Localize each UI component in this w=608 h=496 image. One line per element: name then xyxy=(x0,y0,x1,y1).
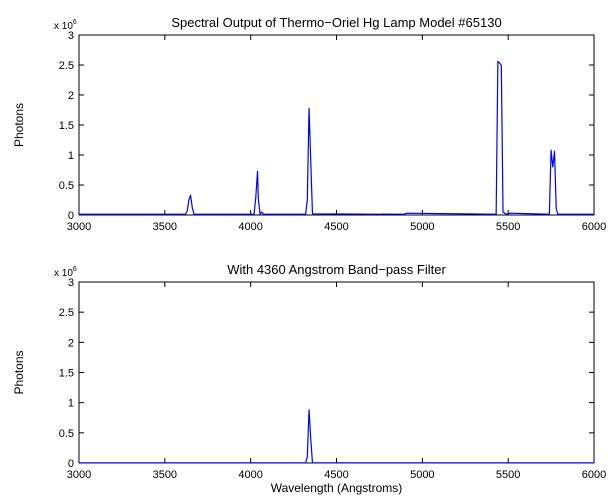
chart-title-1: Spectral Output of Thermo−Oriel Hg Lamp … xyxy=(171,15,501,30)
x-tick-label: 6000 xyxy=(582,221,606,233)
x-axis-label: Wavelength (Angstroms) xyxy=(271,481,403,495)
x-tick-label: 5000 xyxy=(410,469,434,481)
y-tick-label: 2.5 xyxy=(59,307,74,319)
y-tick-label: 1.5 xyxy=(59,120,74,132)
y-tick-label: 0.5 xyxy=(59,428,74,440)
x-tick-label: 3000 xyxy=(67,221,91,233)
x-tick-label: 4500 xyxy=(324,221,348,233)
y-tick-label: 0 xyxy=(68,210,74,222)
y-tick-label: 3 xyxy=(68,277,74,289)
x-tick-label: 4000 xyxy=(238,469,262,481)
x-tick-label: 3500 xyxy=(153,221,177,233)
x-tick-label: 5500 xyxy=(496,469,520,481)
y-tick-label: 1.5 xyxy=(59,368,74,380)
plot-frame-1 xyxy=(78,34,595,216)
y-tick-label: 2.5 xyxy=(59,60,74,72)
x-tick-label: 3000 xyxy=(67,469,91,481)
x-tick-label: 4500 xyxy=(324,469,348,481)
y-tick-label: 1 xyxy=(68,398,74,410)
y-axis-label-1: Photons xyxy=(12,103,26,147)
spectrum-line-2 xyxy=(79,409,594,464)
chart-title-2: With 4360 Angstrom Band−pass Filter xyxy=(227,262,446,277)
y-tick-label: 2 xyxy=(68,90,74,102)
y-tick-label: 2 xyxy=(68,337,74,349)
spectrum-line-1 xyxy=(79,60,594,215)
y-exponent-label: x 106 xyxy=(54,19,77,32)
x-tick-label: 3500 xyxy=(153,469,177,481)
y-tick-label: 3 xyxy=(68,30,74,42)
x-tick-label: 6000 xyxy=(582,469,606,481)
x-tick-label: 4000 xyxy=(238,221,262,233)
plot-frame-2 xyxy=(78,281,595,464)
x-tick-label: 5000 xyxy=(410,221,434,233)
y-tick-label: 0 xyxy=(68,458,74,470)
y-tick-label: 0.5 xyxy=(59,180,74,192)
y-exponent-label: x 106 xyxy=(54,266,77,279)
x-tick-label: 5500 xyxy=(496,221,520,233)
y-axis-label-2: Photons xyxy=(12,350,26,394)
y-tick-label: 1 xyxy=(68,150,74,162)
